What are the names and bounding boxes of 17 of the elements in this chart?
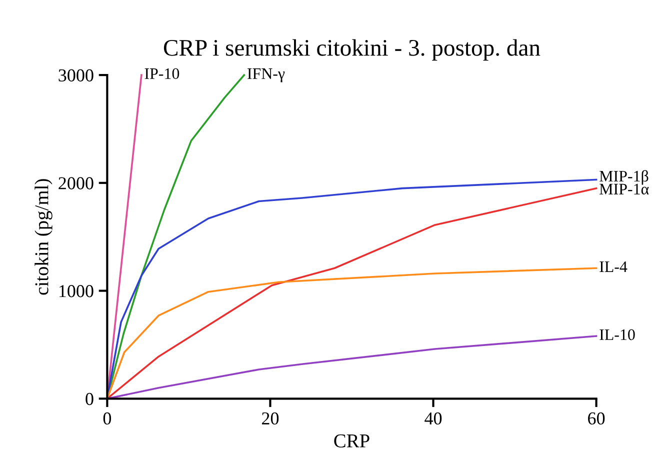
series-label: IL-4: [600, 261, 628, 272]
y-tick-label: 3000: [58, 69, 94, 82]
y-tick-label: 0: [86, 392, 94, 406]
y-axis-title: citokin (pg/ml): [34, 179, 52, 295]
x-tick-label: 40: [424, 412, 442, 425]
series-label: MIP-1β: [600, 170, 648, 185]
x-axis-title: CRP: [334, 434, 370, 448]
y-tick-label: 1000: [59, 285, 94, 298]
series-label: IFN-γ: [248, 68, 285, 82]
series-label: IL-10: [600, 329, 635, 340]
x-tick-label: 60: [588, 412, 605, 425]
y-tick-label: 2000: [58, 177, 94, 190]
chart-title: CRP i serumski citokini - 3. postop. dan: [164, 39, 540, 61]
x-tick-label: 0: [103, 412, 112, 425]
x-tick-label: 20: [262, 412, 279, 425]
series-label: IP-10: [144, 68, 180, 80]
series-label: MIP-1α: [600, 184, 649, 194]
